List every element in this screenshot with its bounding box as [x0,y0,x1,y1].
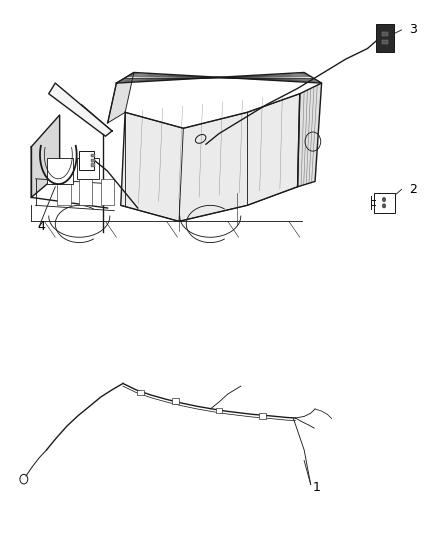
Polygon shape [108,72,134,123]
Bar [77,158,99,179]
Bar [259,413,266,418]
Circle shape [382,197,386,201]
Circle shape [382,204,386,208]
Bar [79,179,92,205]
Polygon shape [297,83,321,187]
Bar [79,151,94,169]
Bar [91,159,95,162]
Bar [91,154,95,157]
Text: 2: 2 [409,183,417,196]
Bar [101,179,114,205]
Text: 4: 4 [38,220,46,233]
Text: 1: 1 [313,481,321,494]
Polygon shape [31,115,60,197]
FancyBboxPatch shape [374,192,395,213]
Bar [382,40,388,44]
Polygon shape [117,72,321,83]
Bar [46,158,73,184]
Text: 3: 3 [409,23,417,36]
Bar [91,164,95,166]
Polygon shape [121,94,300,221]
Bar [57,179,71,205]
FancyBboxPatch shape [376,24,394,52]
Polygon shape [49,83,112,136]
Bar [137,390,144,395]
Bar [382,31,388,36]
Bar [172,398,179,403]
Bar [215,408,223,413]
